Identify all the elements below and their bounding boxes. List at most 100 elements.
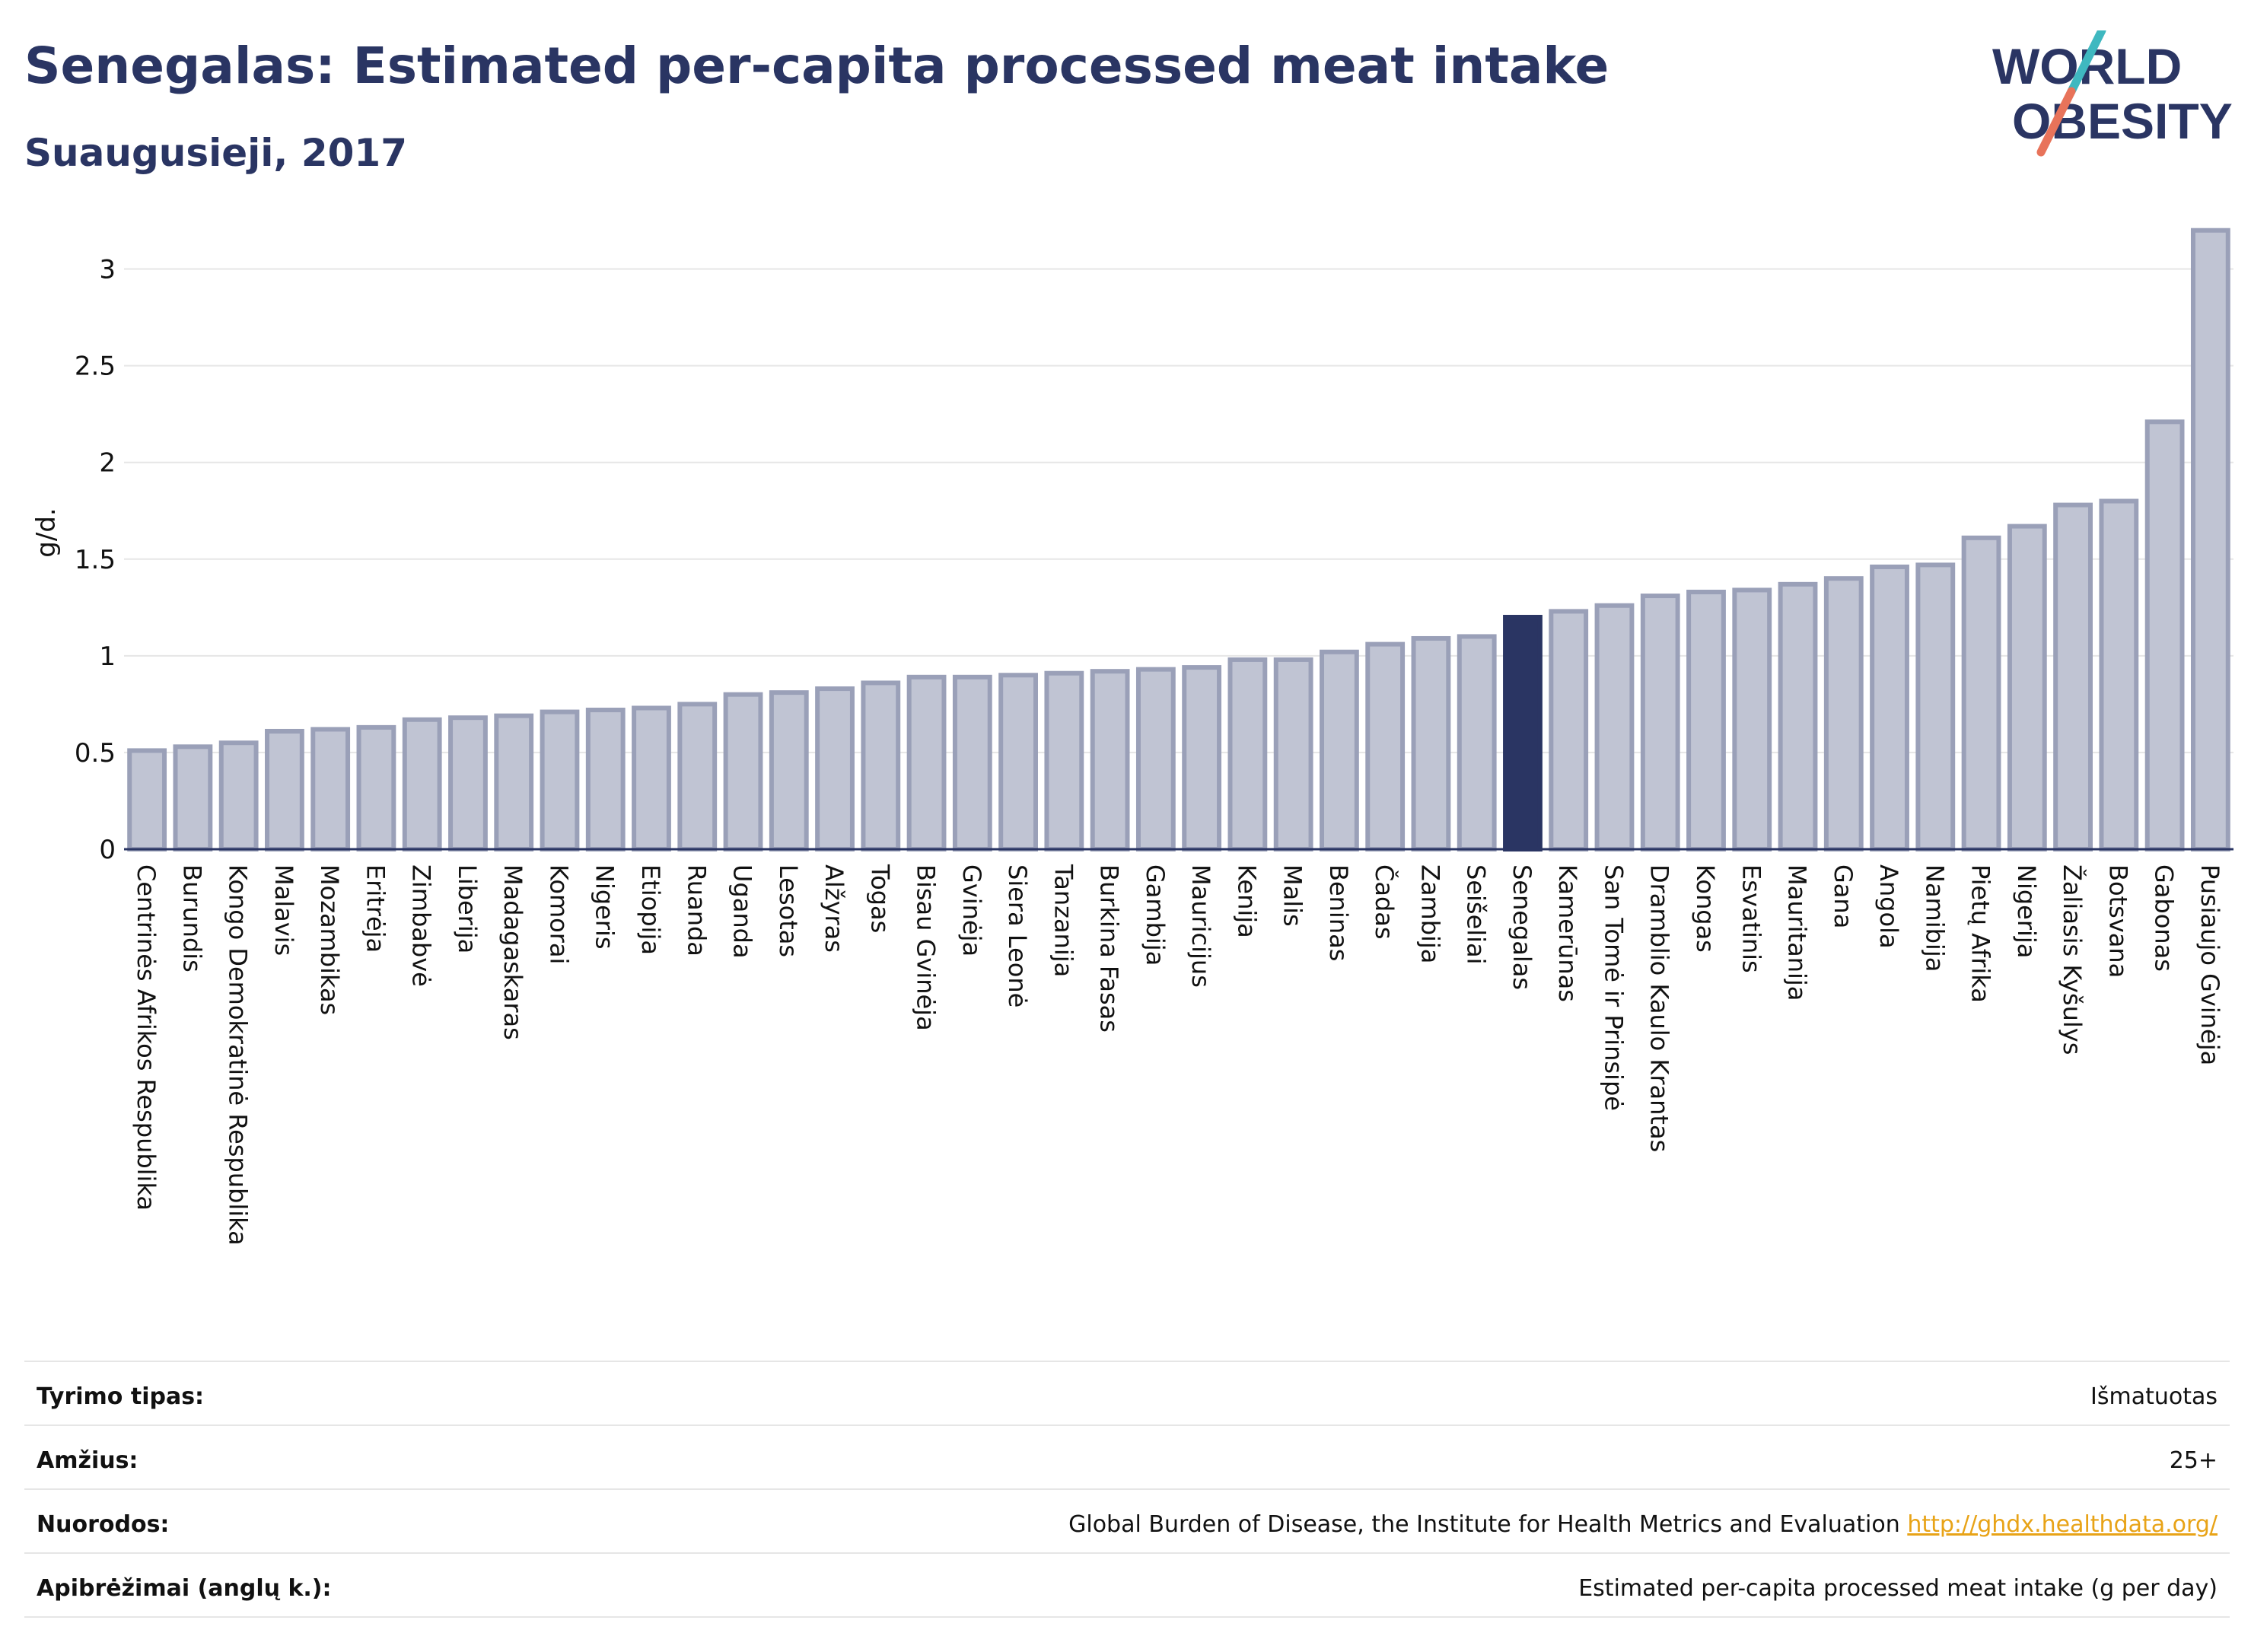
x-tick-label: Uganda <box>728 864 757 959</box>
y-tick-label: 0.5 <box>75 738 116 769</box>
chart-title: Senegalas: Estimated per-capita processe… <box>24 37 1609 95</box>
bar[interactable] <box>265 728 304 851</box>
x-tick-label: Mauritanija <box>1783 864 1812 1001</box>
y-tick-label: 2 <box>99 448 116 479</box>
y-tick-label: 0 <box>99 835 116 865</box>
bar[interactable] <box>1640 594 1680 851</box>
bar[interactable] <box>1090 669 1130 851</box>
bar[interactable] <box>1273 657 1313 852</box>
bar[interactable] <box>2190 228 2230 851</box>
x-tick-label: Centrinės Afrikos Respublika <box>132 864 161 1211</box>
bar[interactable] <box>998 673 1038 851</box>
x-tick-label: Mauricijus <box>1186 864 1215 988</box>
x-tick-label: Lesotas <box>774 864 803 957</box>
bar[interactable] <box>1823 576 1864 852</box>
bar[interactable] <box>218 740 259 852</box>
x-tick-label: Alžyras <box>820 864 849 953</box>
x-tick-label: Seišeliai <box>1462 864 1491 965</box>
bar[interactable] <box>310 727 351 851</box>
y-tick-label: 2.5 <box>75 352 116 382</box>
y-axis-label: g/d. <box>31 508 62 557</box>
bar[interactable] <box>906 674 947 852</box>
y-tick-label: 1.5 <box>75 545 116 575</box>
bar[interactable] <box>769 690 809 851</box>
x-tick-label: Togas <box>865 864 894 933</box>
info-label: Apibrėžimai (anglų k.): <box>37 1575 332 1602</box>
bar[interactable] <box>1549 609 1589 851</box>
bar[interactable] <box>1778 581 1818 851</box>
x-tick-label: Liberija <box>453 864 482 953</box>
bar[interactable] <box>2144 419 2185 851</box>
info-row-age: Amžius: 25+ <box>24 1424 2230 1488</box>
info-row-study-type: Tyrimo tipas: Išmatuotas <box>24 1361 2230 1424</box>
x-tick-label: Kamerūnas <box>1553 864 1582 1002</box>
info-label: Tyrimo tipas: <box>37 1383 205 1410</box>
x-tick-label: Burundis <box>177 864 206 972</box>
x-tick-label: San Tomė ir Prinsipė <box>1599 864 1628 1111</box>
x-tick-label: Ruanda <box>682 864 711 957</box>
chart-subtitle: Suaugusieji, 2017 <box>24 131 407 175</box>
x-tick-label: Zambija <box>1415 864 1444 963</box>
x-tick-label: Zimbabvė <box>407 864 436 987</box>
info-value: Estimated per-capita processed meat inta… <box>1578 1575 2218 1602</box>
bar[interactable] <box>632 705 671 852</box>
x-tick-label: Etiopija <box>636 864 665 955</box>
bar[interactable] <box>952 674 992 852</box>
x-tick-label: Namibija <box>1920 864 1949 972</box>
bar[interactable] <box>2099 498 2139 851</box>
logo-slash-bottom <box>2036 87 2076 157</box>
bar[interactable] <box>1457 634 1497 852</box>
bar[interactable] <box>1686 589 1726 852</box>
x-tick-label: Malavis <box>269 864 298 956</box>
bar[interactable] <box>1227 657 1268 852</box>
bar[interactable] <box>494 713 534 851</box>
bar[interactable] <box>1594 603 1635 852</box>
bar[interactable] <box>723 692 763 852</box>
bar[interactable] <box>1365 641 1406 851</box>
reference-link[interactable]: http://ghdx.healthdata.org/ <box>1907 1511 2218 1538</box>
bar[interactable] <box>1732 587 1772 851</box>
x-tick-label: Čadas <box>1370 864 1399 940</box>
x-tick-label: Gambija <box>1141 864 1170 966</box>
x-tick-label: Siera Leonė <box>1003 864 1032 1007</box>
x-tick-label: Gvinėja <box>957 864 986 957</box>
bar[interactable] <box>1870 564 1909 851</box>
info-value: Global Burden of Disease, the Institute … <box>1068 1511 2218 1538</box>
bars <box>124 228 2233 852</box>
x-tick-label: Tanzanija <box>1049 864 1078 977</box>
x-tick-label: Eritrėja <box>361 864 390 953</box>
bar[interactable] <box>1411 635 1451 851</box>
x-tick-label: Kenija <box>1232 864 1261 938</box>
bar[interactable] <box>2007 524 2047 851</box>
world-obesity-logo: WORLD OBESITY <box>1992 30 2233 157</box>
bar-highlight[interactable] <box>1503 615 1543 851</box>
bar-chart: 0 0.5 1 1.5 2 2.5 3 Centrinės Afrikos Respubli… <box>31 228 2233 1246</box>
bar[interactable] <box>1961 535 2001 851</box>
bar[interactable] <box>540 709 580 852</box>
bar[interactable] <box>402 717 442 851</box>
x-tick-label: Kongas <box>1691 864 1720 953</box>
bar[interactable] <box>448 715 488 852</box>
bar[interactable] <box>356 724 396 851</box>
info-row-definition: Apibrėžimai (anglų k.): Estimated per-ca… <box>24 1552 2230 1618</box>
x-tick-label: Gana <box>1829 864 1858 928</box>
bar[interactable] <box>815 686 855 851</box>
x-tick-label: Mozambikas <box>315 864 344 1015</box>
bar[interactable] <box>1135 667 1176 851</box>
bar[interactable] <box>677 702 718 852</box>
bar[interactable] <box>1044 670 1084 851</box>
bar[interactable] <box>1915 562 1956 851</box>
bar[interactable] <box>1320 649 1359 851</box>
x-tick-label: Nigerija <box>2012 864 2041 958</box>
info-label: Nuorodos: <box>37 1511 170 1538</box>
x-tick-label: Kongo Demokratinė Respublika <box>224 864 253 1246</box>
bar[interactable] <box>127 748 167 851</box>
bar[interactable] <box>1182 665 1222 852</box>
bar[interactable] <box>173 744 213 851</box>
x-tick-label: Gabonas <box>2150 864 2179 972</box>
bar[interactable] <box>2053 502 2093 851</box>
info-value: Išmatuotas <box>2090 1383 2218 1410</box>
bar[interactable] <box>861 680 901 851</box>
y-tick-labels: 0 0.5 1 1.5 2 2.5 3 <box>75 255 116 865</box>
bar[interactable] <box>585 708 626 851</box>
